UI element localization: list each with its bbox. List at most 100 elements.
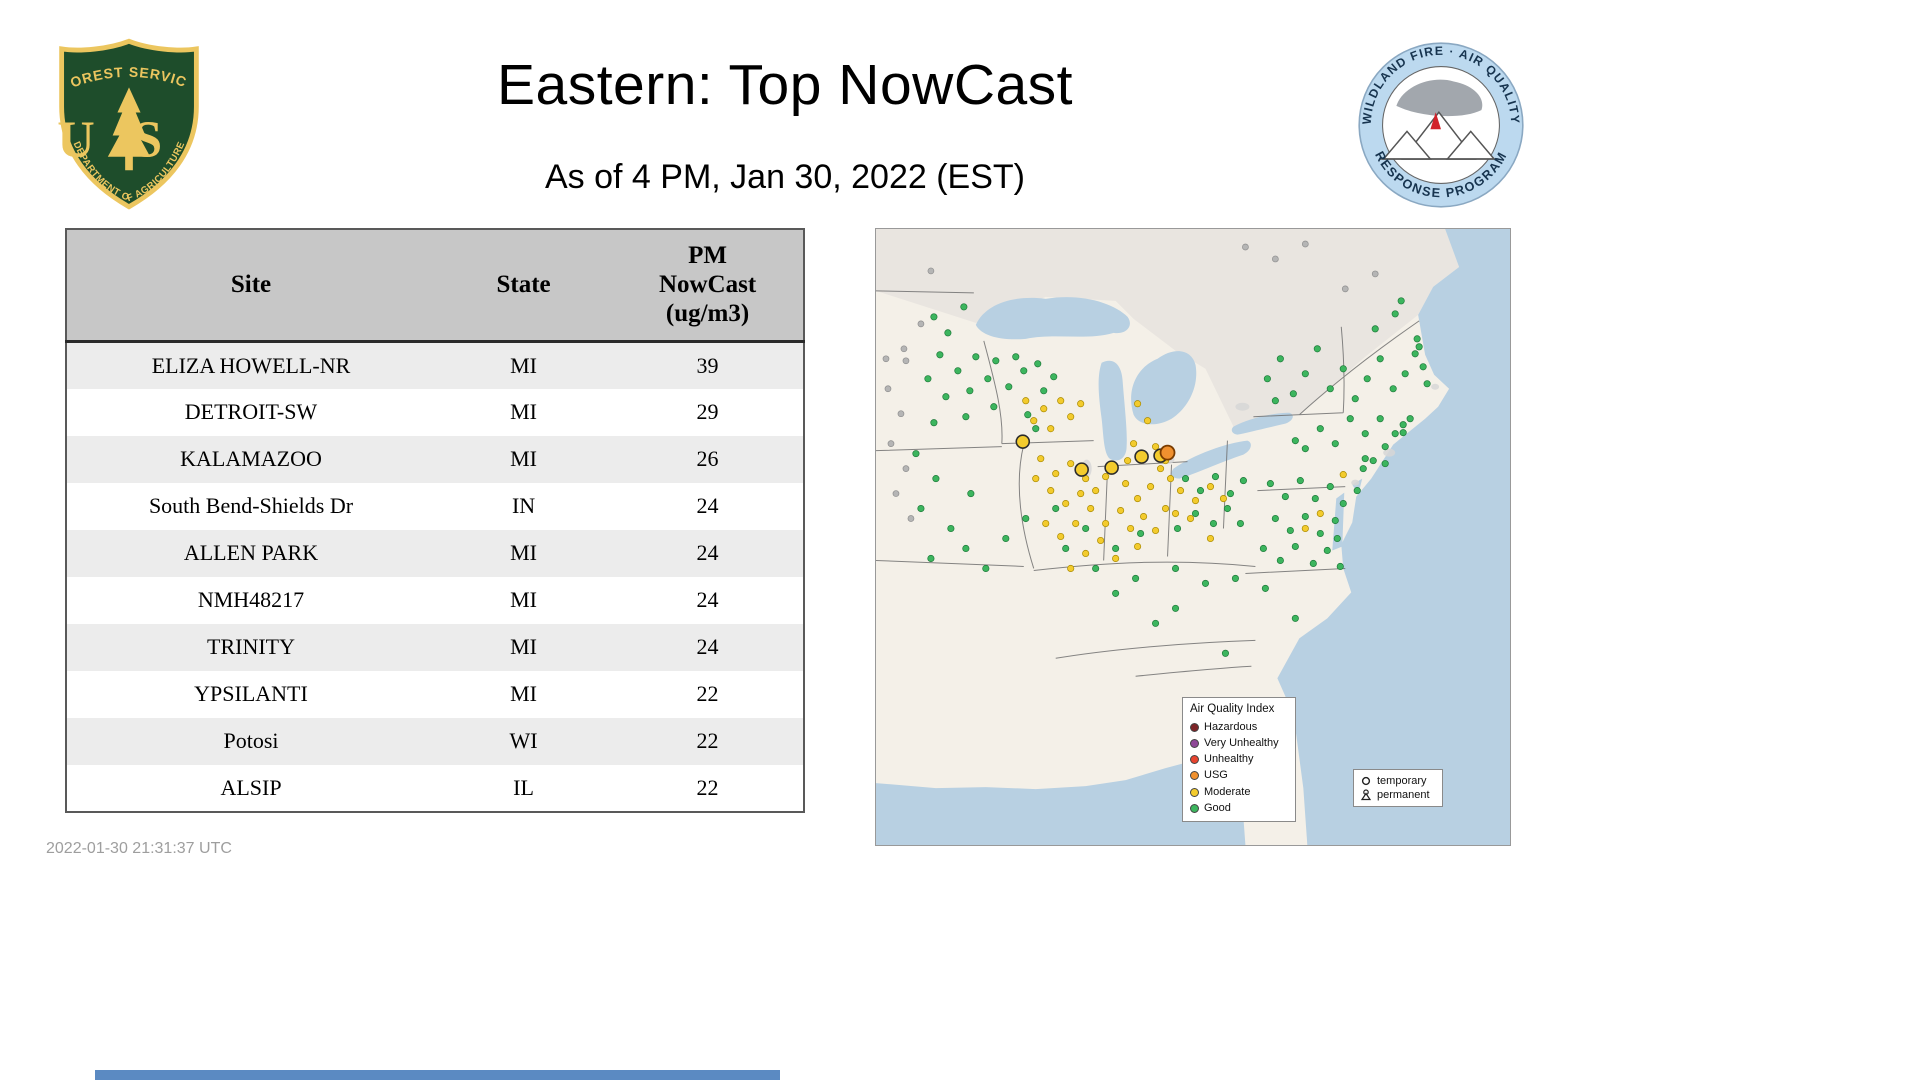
monitor-dot-good	[1171, 604, 1180, 612]
monitor-dot-good	[982, 564, 990, 572]
site-cell: South Bend-Shields Dr	[148, 493, 354, 519]
legend-color-dot	[1190, 722, 1199, 732]
monitor-dot-inactive	[892, 490, 900, 497]
map-svg	[876, 229, 1510, 845]
monitor-dot-good	[1034, 360, 1042, 368]
value-cell: 26	[696, 446, 719, 472]
monitor-dots	[882, 240, 1431, 657]
monitor-dot-good	[1313, 345, 1321, 353]
monitor-dot-moderate	[1030, 417, 1038, 425]
site-cell: ALSIP	[220, 774, 282, 800]
monitor-dot-moderate	[1171, 509, 1180, 518]
aqi-legend-items: Hazardous Very Unhealthy Unhealthy USG Moder…	[1190, 721, 1288, 815]
monitor-dot-good	[1223, 505, 1231, 513]
monitor-dot-good	[917, 505, 925, 513]
legend-label: Unhealthy	[1204, 753, 1254, 766]
monitor-dot-good	[1137, 529, 1145, 538]
monitor-dot-good	[1201, 579, 1210, 587]
monitor-dot-good	[930, 313, 938, 321]
monitor-dot-good	[1399, 421, 1407, 429]
monitor-dot-inactive	[882, 355, 890, 363]
legend-item: Moderate	[1190, 786, 1288, 799]
monitor-dot-good	[1363, 375, 1371, 383]
monitor-dot-good	[1236, 519, 1244, 528]
monitor-dot-good	[1331, 440, 1339, 448]
legend-item: Unhealthy	[1190, 753, 1288, 766]
top-site-marker-usg	[1159, 444, 1176, 461]
monitor-dot-good	[1020, 367, 1028, 375]
monitor-dot-good	[1231, 574, 1239, 582]
monitor-dot-good	[966, 387, 974, 395]
monitor-dot-moderate	[1112, 554, 1120, 563]
state-cell: MI	[510, 634, 537, 660]
mountains-icon	[1379, 111, 1499, 160]
monitor-dot-good	[1301, 445, 1309, 453]
monitor-dot-moderate	[1166, 475, 1175, 483]
monitor-dot-good	[1397, 297, 1405, 305]
legend-label: USG	[1204, 769, 1228, 782]
state-cell: WI	[509, 728, 538, 754]
monitor-dot-good	[954, 367, 962, 375]
nowcast-table: Site State PM NowCast (ug/m3) ELIZA HOWE…	[65, 228, 805, 813]
column-header-site: Site	[66, 229, 435, 344]
monitor-dot-good	[1239, 477, 1247, 485]
page-title: Eastern: Top NowCast	[496, 53, 1074, 117]
state-cell: MI	[510, 353, 537, 378]
monitor-dot-good	[1112, 544, 1120, 553]
monitor-dot-good	[1376, 415, 1384, 423]
monitor-dot-good	[912, 450, 920, 458]
monitor-dot-good	[992, 357, 1000, 365]
monitor-dot-inactive	[917, 320, 925, 328]
monitor-dot-good	[984, 375, 992, 383]
marker-type-legend: temporary permanent	[1353, 769, 1443, 807]
value-cell: 24	[696, 493, 719, 519]
site-cell: YPSILANTI	[194, 681, 308, 707]
top-site-marker-moderate	[1104, 460, 1119, 475]
monitor-dot-good	[1381, 443, 1389, 451]
monitor-dot-good	[1171, 564, 1180, 572]
column-header-pm-nowcast: PM NowCast (ug/m3)	[612, 229, 804, 344]
monitor-dot-moderate	[1077, 490, 1085, 498]
legend-item-temporary: temporary	[1360, 775, 1436, 787]
monitor-dot-good	[1369, 457, 1377, 465]
value-cell: 24	[696, 540, 719, 566]
legend-item: USG	[1190, 769, 1288, 782]
monitor-dot-good	[1173, 524, 1182, 533]
monitor-dot-moderate	[1047, 425, 1055, 433]
monitor-dot-good	[947, 524, 955, 533]
site-cell: TRINITY	[207, 634, 295, 660]
monitor-dot-good	[1291, 437, 1299, 445]
monitor-dot-moderate	[1206, 483, 1215, 491]
legend-label: Very Unhealthy	[1204, 736, 1279, 749]
site-cell: Potosi	[223, 728, 279, 754]
monitor-dot-good	[1423, 380, 1431, 388]
monitor-dot-good	[1276, 355, 1284, 363]
table-row: Potosi WI 22	[66, 717, 804, 765]
value-cell: 39	[696, 353, 719, 378]
legend-item: Good	[1190, 802, 1288, 815]
monitor-dot-inactive	[887, 440, 895, 447]
monitor-dot-good	[1022, 514, 1030, 523]
monitor-dot-good	[1351, 395, 1359, 403]
monitor-dot-good	[1032, 425, 1040, 433]
monitor-dot-good	[1271, 514, 1279, 523]
column-header-pm-nowcast-text: PM NowCast (ug/m3)	[658, 242, 757, 327]
monitor-dot-good	[1391, 430, 1399, 438]
monitor-dot-good	[1152, 619, 1160, 627]
monitor-dot-moderate	[1301, 524, 1309, 533]
legend-label: Good	[1204, 801, 1231, 814]
state-cell: MI	[510, 587, 537, 613]
great-lakes	[975, 297, 1293, 479]
monitor-dot-good	[1281, 493, 1289, 501]
state-cell: MI	[510, 681, 537, 707]
monitor-dot-good	[1040, 387, 1048, 395]
monitor-dot-moderate	[1057, 397, 1065, 405]
monitor-dot-good	[932, 475, 940, 483]
monitor-dot-good	[962, 413, 970, 421]
monitor-dot-moderate	[1186, 514, 1195, 523]
monitor-dot-inactive	[1242, 243, 1249, 251]
monitor-dot-good	[1112, 589, 1120, 597]
monitor-dot-good	[1289, 390, 1297, 398]
monitor-dot-moderate	[1097, 536, 1105, 545]
site-cell: DETROIT-SW	[184, 399, 318, 425]
